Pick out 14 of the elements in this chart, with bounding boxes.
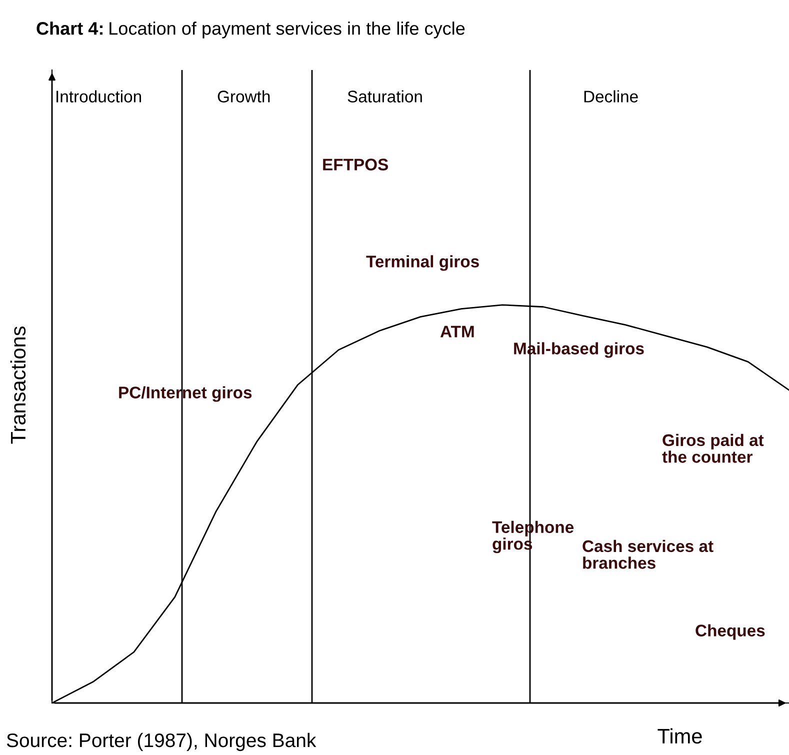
y-axis-title: Transactions bbox=[10, 326, 26, 444]
x-axis-title: Time bbox=[658, 728, 702, 744]
text: EFTPOS bbox=[323, 158, 388, 170]
annotation: Giros paid at the counter bbox=[662, 434, 764, 463]
chart-title: Chart 4: Location of payment services in the life cycle bbox=[36, 22, 465, 38]
text: Growth bbox=[218, 90, 270, 102]
text: Introduction bbox=[56, 90, 142, 102]
text: Saturation bbox=[348, 90, 422, 102]
annotation: ATM bbox=[440, 326, 474, 338]
text: Terminal giros bbox=[366, 255, 479, 271]
annotation: Cash services at branches bbox=[582, 540, 714, 569]
source-note: Source: Porter (1987), Norges Bank bbox=[6, 732, 316, 752]
text: Decline bbox=[584, 90, 638, 102]
annotation: Cheques bbox=[696, 624, 765, 640]
